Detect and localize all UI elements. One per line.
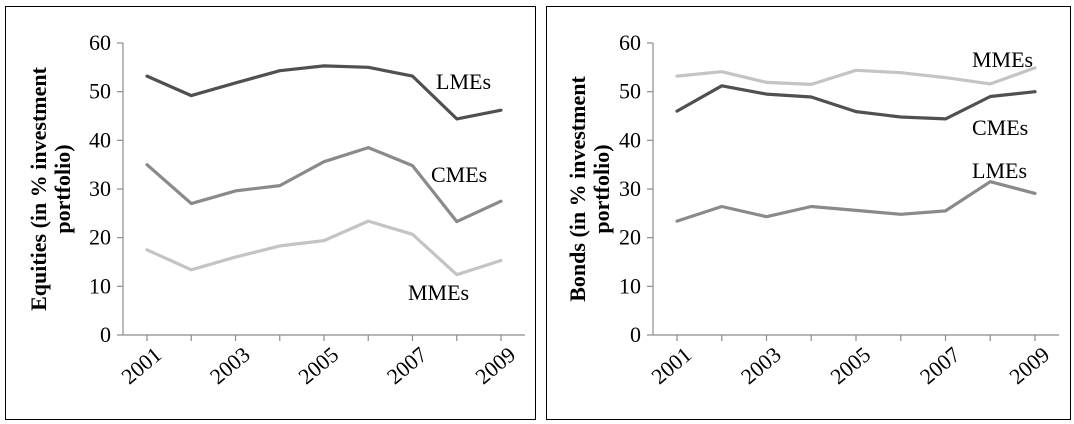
bonds-chart: 0 10 20 30 40 50 60 2001 2003 2005 2007 2009 Bonds (… [565, 30, 1059, 389]
y-tick-label: 10 [619, 273, 641, 298]
y-tick-label: 60 [619, 30, 641, 55]
y-tick-label: 50 [89, 79, 111, 104]
series-line-lmes [145, 64, 503, 121]
y-tick-label: 20 [89, 225, 111, 250]
y-axis-title-line: portfolio) [50, 144, 75, 233]
series-line-lmes [675, 180, 1037, 223]
x-tick-label: 2005 [293, 342, 343, 389]
y-tick-label: 20 [619, 225, 641, 250]
series-label-cmes: CMEs [431, 162, 487, 187]
y-axis-title: Bonds (in % investmentportfolio) [565, 76, 614, 302]
x-tick-label: 2001 [116, 342, 166, 389]
x-tick-label: 2001 [646, 342, 696, 389]
y-tick-label: 60 [89, 30, 111, 55]
y-tick-label: 30 [89, 176, 111, 201]
y-tick-label: 10 [89, 273, 111, 298]
series-line-cmes [145, 146, 503, 224]
y-tick-label: 40 [89, 127, 111, 152]
series-label-lmes: LMEs [972, 158, 1027, 183]
y-axis-title: Equities (in % investmentportfolio) [26, 66, 75, 311]
x-tick-label: 2003 [736, 342, 786, 389]
series-label-mmes: MMEs [972, 47, 1033, 72]
x-tick-label: 2005 [825, 342, 875, 389]
x-tick-label: 2007 [915, 342, 965, 389]
y-axis-title-line: Bonds (in % investment [565, 76, 590, 302]
series-line-mmes [145, 219, 503, 277]
y-axis-title-line: Equities (in % investment [26, 66, 51, 311]
equities-chart: 0 10 20 30 40 50 60 2001 2003 2005 2007 2009 Equitie… [26, 30, 525, 389]
bonds-chart-panel: 0 10 20 30 40 50 60 2001 2003 2005 2007 2009 Bonds (… [546, 6, 1071, 420]
series-line-cmes [675, 84, 1037, 121]
y-tick-label: 30 [619, 176, 641, 201]
series-label-lmes: LMEs [436, 69, 491, 94]
series-label-mmes: MMEs [408, 280, 469, 305]
x-tick-label: 2007 [382, 342, 432, 389]
y-tick-label: 0 [100, 322, 111, 347]
series-line-mmes [675, 66, 1037, 87]
y-axis-title-line: portfolio) [589, 144, 614, 233]
x-tick-label: 2009 [470, 342, 520, 389]
x-tick-label: 2009 [1004, 342, 1054, 389]
y-tick-label: 40 [619, 127, 641, 152]
series-label-cmes: CMEs [972, 115, 1028, 140]
y-tick-label: 0 [630, 322, 641, 347]
equities-chart-panel: 0 10 20 30 40 50 60 2001 2003 2005 2007 2009 Equitie… [5, 6, 536, 420]
y-tick-label: 50 [619, 79, 641, 104]
x-tick-label: 2003 [205, 342, 255, 389]
